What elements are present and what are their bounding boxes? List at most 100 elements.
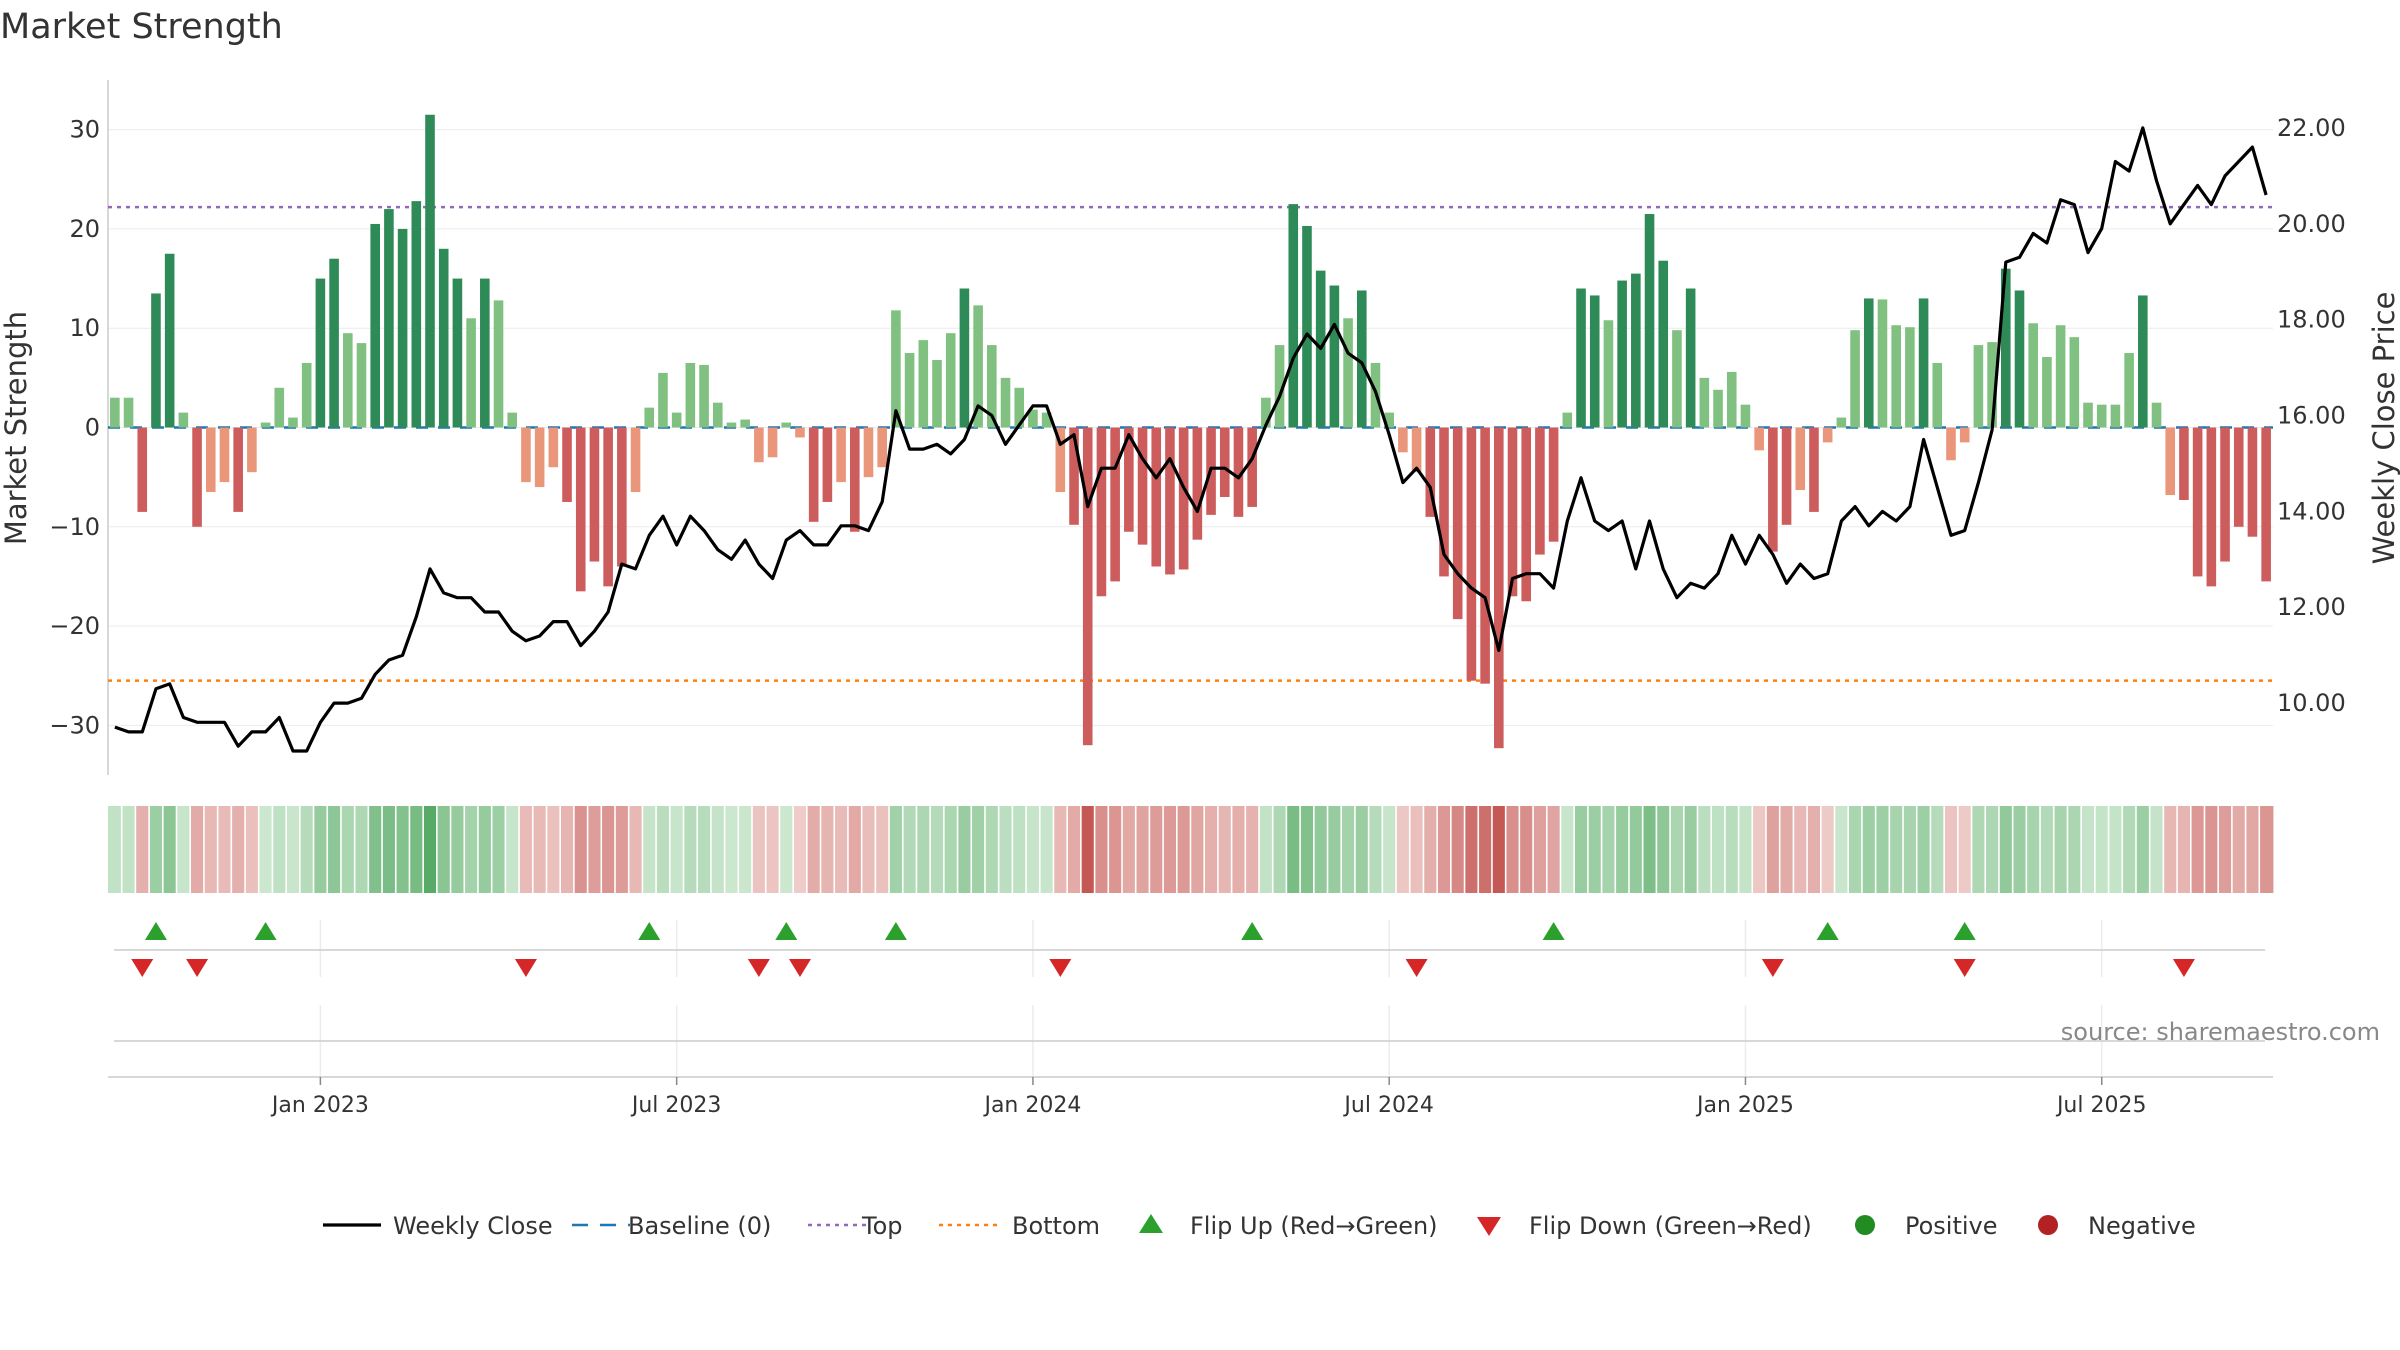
- heat-cell: [2190, 806, 2205, 893]
- strength-bar: [712, 402, 723, 428]
- heat-cell: [1217, 806, 1233, 893]
- heat-cell: [1272, 806, 1287, 893]
- strength-bar: [1959, 427, 1970, 443]
- legend-label: Baseline (0): [628, 1212, 771, 1240]
- heat-cell: [354, 806, 369, 893]
- strength-bar: [2138, 295, 2148, 428]
- strength-bar: [1658, 260, 1669, 428]
- heat-cell: [190, 806, 205, 893]
- heat-cell: [1683, 806, 1698, 893]
- flip-up-marker: [638, 922, 661, 940]
- heat-cell: [505, 806, 520, 893]
- heat-cell: [614, 806, 630, 893]
- strength-bar: [1850, 330, 1860, 428]
- heat-cell: [1752, 806, 1767, 893]
- left-y-axis: 30 20 10 0 −10 −20 −30: [49, 116, 100, 740]
- heat-cell: [1450, 806, 1465, 893]
- heat-cell: [1121, 806, 1137, 893]
- heat-cell: [1108, 806, 1123, 893]
- heat-cell: [1026, 806, 1041, 893]
- strength-bar: [2206, 427, 2217, 587]
- heat-cell: [1587, 806, 1602, 893]
- legend-label: Top: [861, 1212, 903, 1240]
- strength-bar: [932, 359, 942, 428]
- strength-bar: [219, 427, 230, 483]
- legend-label: Positive: [1905, 1212, 1998, 1240]
- heat-cell: [1423, 806, 1438, 893]
- strength-bar: [1932, 362, 1943, 428]
- strength-bar: [1302, 225, 1312, 428]
- strength-bar: [1713, 389, 1723, 428]
- strength-bar: [644, 407, 655, 428]
- flip-up-marker: [1816, 922, 1839, 940]
- strength-bar: [1521, 427, 1532, 602]
- strength-bar: [1987, 342, 1997, 428]
- strength-bar: [205, 427, 216, 493]
- heat-cell: [834, 806, 849, 893]
- lower-empty-panel: [108, 1005, 2273, 1078]
- strength-bar: [1096, 427, 1107, 597]
- heat-cell: [382, 806, 397, 893]
- legend-label: Weekly Close: [393, 1212, 553, 1240]
- strength-bar: [987, 345, 997, 428]
- heat-cell: [1409, 806, 1424, 893]
- heat-cell: [2135, 806, 2151, 893]
- heat-cell: [2231, 806, 2246, 893]
- strength-bar: [1425, 427, 1436, 517]
- heat-cell: [2245, 806, 2260, 893]
- strength-bar: [1781, 427, 1792, 525]
- strength-bar: [699, 364, 709, 428]
- strength-bar: [1905, 327, 1915, 428]
- heat-cell: [1519, 806, 1534, 893]
- heat-cell: [779, 806, 794, 893]
- left-tick-label: 20: [69, 215, 100, 243]
- strength-bar: [1946, 427, 1956, 461]
- strength-bar: [1124, 427, 1134, 532]
- flip-down-marker: [186, 959, 209, 977]
- strength-bar: [904, 353, 915, 428]
- heat-cell: [1039, 806, 1054, 893]
- flip-down-marker: [788, 959, 811, 977]
- strength-bar: [164, 253, 175, 428]
- x-tick-label: Jan 2023: [270, 1093, 369, 1118]
- strength-bar: [603, 427, 613, 587]
- strength-bar: [589, 427, 600, 562]
- strength-bar: [1576, 288, 1586, 428]
- strength-bar: [274, 387, 285, 428]
- heat-cell: [368, 806, 383, 893]
- strength-bar: [2151, 402, 2162, 428]
- strength-bar: [1836, 417, 1847, 428]
- heat-cell: [2026, 806, 2041, 893]
- strength-bar: [2096, 404, 2107, 428]
- flip-down-marker: [747, 959, 770, 977]
- strength-bar: [1809, 427, 1819, 512]
- heat-cell: [1944, 806, 1959, 893]
- heat-cell: [1889, 806, 1904, 893]
- strength-bar: [151, 293, 161, 428]
- heat-cell: [1478, 806, 1493, 893]
- heat-cell: [176, 806, 191, 893]
- heat-cell: [861, 806, 876, 893]
- heat-cell: [1971, 806, 1986, 893]
- strength-bar: [1274, 345, 1285, 428]
- strength-bar: [2179, 427, 2189, 500]
- flip-up-marker: [1241, 922, 1264, 940]
- strength-bar: [370, 223, 380, 428]
- heat-cell: [1875, 806, 1890, 893]
- heat-cell: [765, 806, 780, 893]
- left-axis-label: Market Strength: [0, 311, 33, 545]
- heat-cell: [1135, 806, 1150, 893]
- right-tick-label: 10.00: [2277, 689, 2346, 717]
- strength-bar: [2055, 325, 2066, 428]
- strength-heat-strip: [108, 806, 2274, 893]
- x-tick-label: Jan 2024: [982, 1093, 1081, 1118]
- heat-cell: [1546, 806, 1561, 893]
- heat-cell: [902, 806, 917, 893]
- chart-title: Market Strength: [0, 7, 283, 47]
- strength-bar: [438, 248, 449, 428]
- strength-bar: [1562, 412, 1573, 428]
- flip-down-marker: [131, 959, 154, 977]
- strength-bar: [781, 422, 792, 428]
- strength-bar: [260, 422, 271, 428]
